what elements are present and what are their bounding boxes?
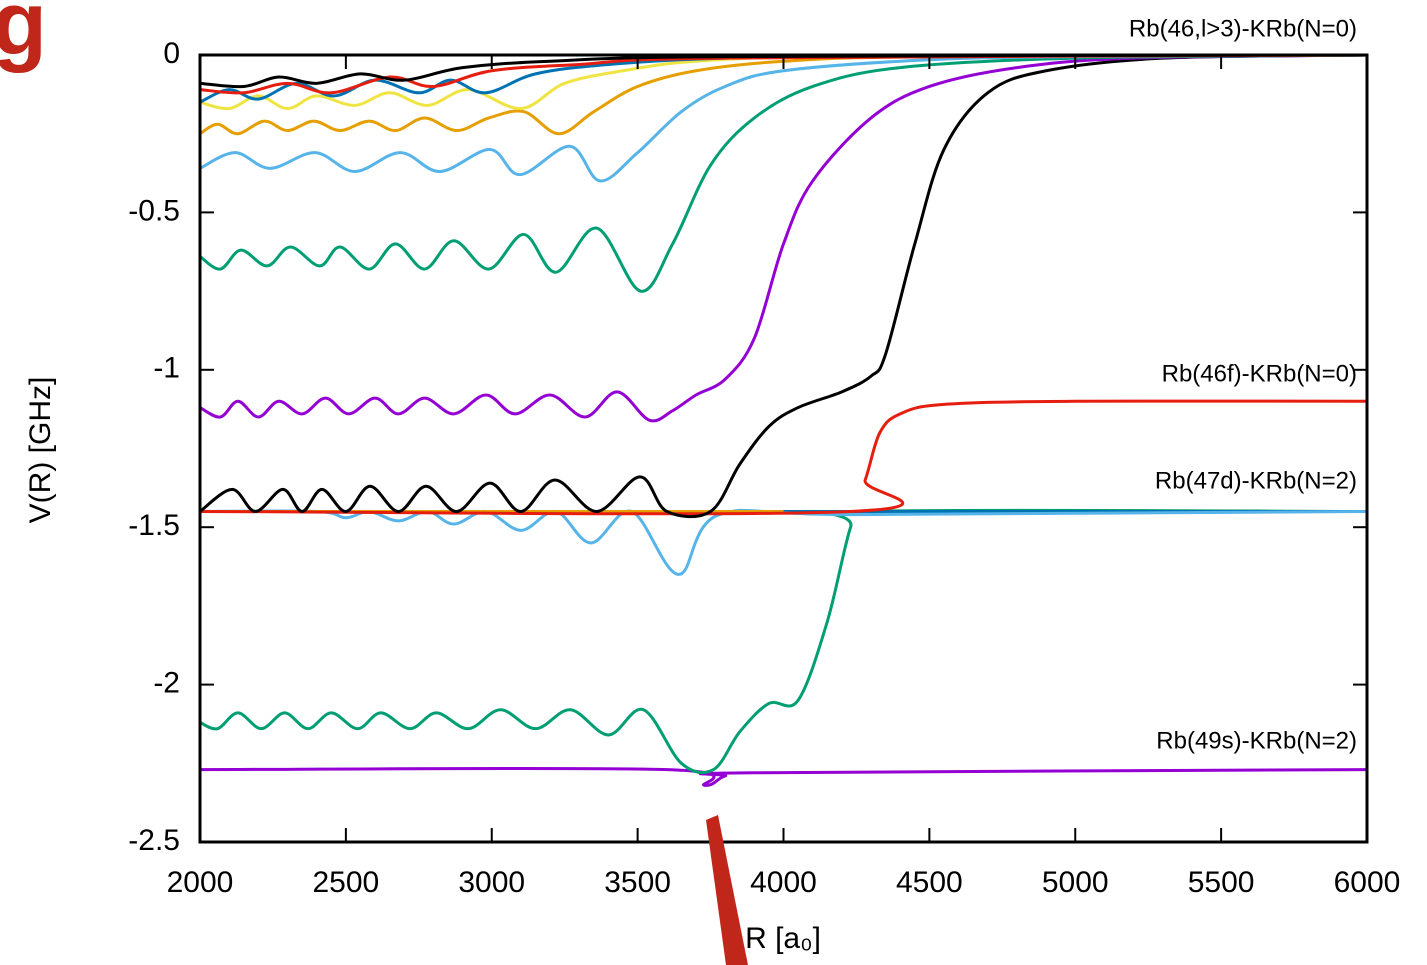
y-tick-label: -0.5	[128, 194, 180, 227]
curve-annotation: Rb(47d)-KRb(N=2)	[1155, 467, 1357, 494]
x-tick-label: 6000	[1334, 866, 1401, 899]
curve	[199, 53, 1368, 183]
curve	[199, 508, 1368, 576]
curve	[199, 53, 1368, 423]
x-axis-label: R [a₀]	[745, 922, 821, 955]
curve-annotation: Rb(49s)-KRb(N=2)	[1156, 727, 1357, 754]
x-tick-label: 4000	[750, 866, 817, 899]
curve	[199, 53, 1368, 293]
y-tick-label: -2.5	[128, 824, 180, 857]
plot-frame	[198, 53, 1369, 844]
x-tick-label: 2000	[167, 866, 234, 899]
x-tick-label: 2500	[313, 866, 380, 899]
x-tick-label: 4500	[896, 866, 963, 899]
curve	[199, 53, 1368, 519]
y-tick-label: -2	[153, 667, 180, 700]
x-tick-label: 3000	[458, 866, 525, 899]
x-tick-label: 5000	[1042, 866, 1109, 899]
curve	[199, 508, 1368, 775]
y-tick-label: -1	[153, 352, 180, 385]
curve	[199, 766, 1368, 787]
curve-annotation: Rb(46f)-KRb(N=0)	[1162, 360, 1357, 387]
curve	[199, 53, 1368, 136]
panel-label: g	[0, 0, 47, 74]
y-axis-label: V(R) [GHz]	[24, 377, 57, 524]
y-tick-label: -1.5	[128, 509, 180, 542]
x-tick-label: 3500	[604, 866, 671, 899]
pen-stroke	[706, 815, 748, 965]
curve-annotation: Rb(46,l>3)-KRb(N=0)	[1129, 15, 1357, 42]
curve	[199, 399, 1368, 516]
y-tick-label: 0	[163, 37, 180, 70]
x-tick-label: 5500	[1188, 866, 1255, 899]
